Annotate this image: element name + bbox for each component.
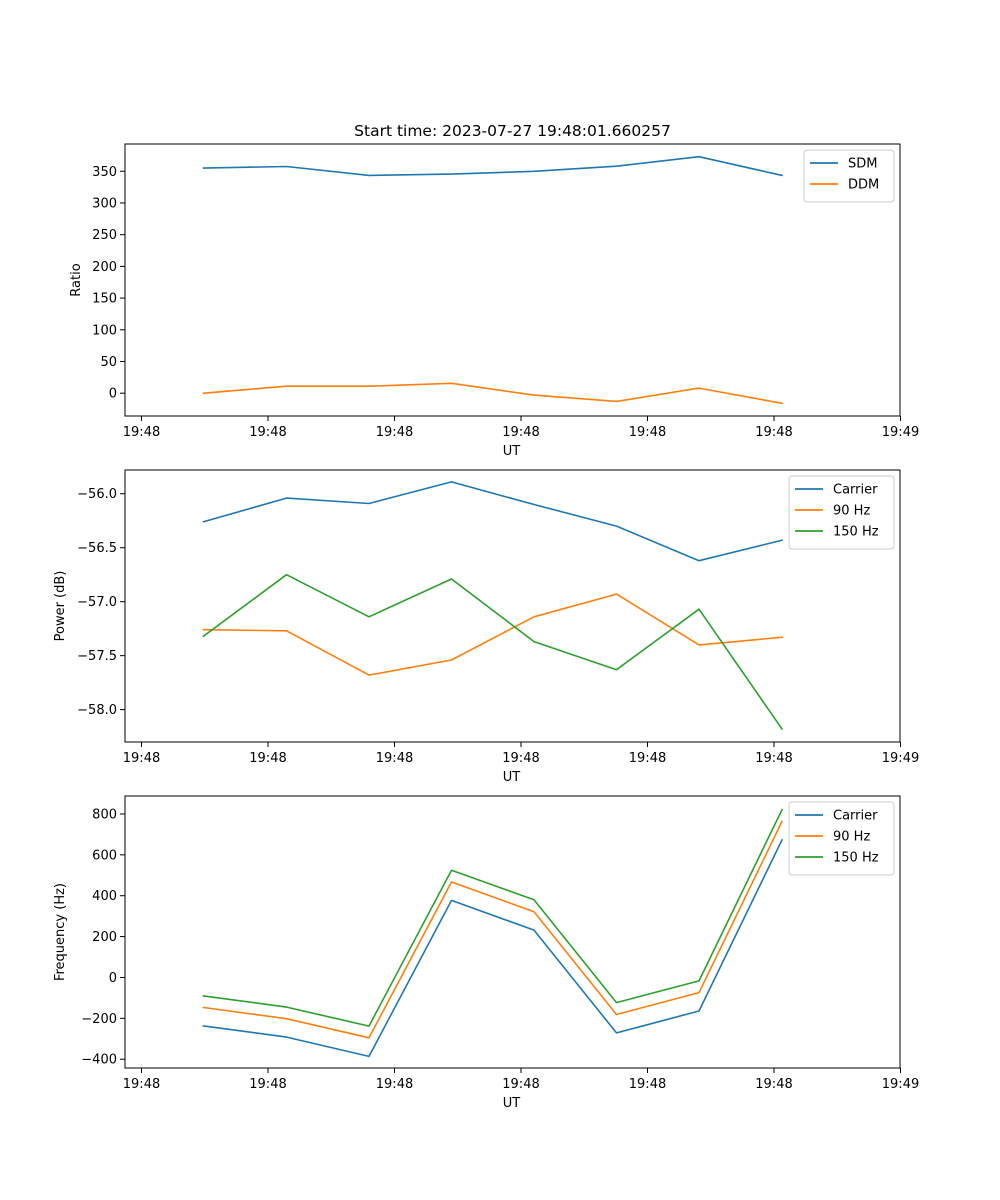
- y-tick-label: −56.0: [77, 487, 117, 502]
- x-tick-label: 19:48: [376, 425, 413, 440]
- y-tick-label: 200: [92, 930, 117, 945]
- y-tick-label: −57.0: [77, 595, 117, 610]
- legend-entry-label: SDM: [848, 157, 877, 172]
- x-tick-label: 19:48: [249, 751, 286, 766]
- y-tick-label: 250: [92, 228, 117, 243]
- legend-entry-label: 90 Hz: [833, 504, 870, 519]
- x-tick-label: 19:48: [376, 1077, 413, 1092]
- axes-frame: [124, 469, 901, 743]
- series-line-carrier: [202, 838, 784, 1058]
- y-tick-label: 50: [100, 355, 117, 370]
- y-tick-label: −58.0: [77, 703, 117, 718]
- y-tick-label: −400: [81, 1053, 117, 1068]
- y-tick-label: 200: [92, 260, 117, 275]
- y-tick-label: 150: [92, 292, 117, 307]
- y-tick-label: 300: [92, 196, 117, 211]
- axes-frame: [124, 143, 901, 417]
- x-axis-label: UT: [503, 770, 521, 785]
- series-line-90-hz: [202, 593, 783, 676]
- x-tick-label: 19:48: [502, 751, 539, 766]
- legend-entry-label: Carrier: [833, 483, 878, 498]
- y-tick-label: 100: [92, 323, 117, 338]
- x-tick-label: 19:48: [123, 751, 160, 766]
- y-axis-label: Power (dB): [53, 571, 68, 642]
- legend: Carrier 90 Hz 150 Hz: [788, 801, 895, 876]
- legend-entry-label: 150 Hz: [833, 525, 879, 540]
- x-axis-label: UT: [503, 1096, 521, 1111]
- panel-3: −400 −200 0 200 400 600 800 19:48 19:48 19:48 19:4…: [53, 795, 919, 1111]
- series-line-90-hz: [202, 820, 784, 1039]
- x-tick-label: 19:48: [629, 425, 666, 440]
- legend-entry-label: DDM: [848, 178, 879, 193]
- x-tick-label: 19:49: [882, 1077, 919, 1092]
- x-tick-label: 19:48: [629, 751, 666, 766]
- legend-entry-label: Carrier: [833, 809, 878, 824]
- y-axis-label: Frequency (Hz): [53, 883, 68, 981]
- series-line-ddm: [202, 382, 783, 405]
- chart-title: Start time: 2023-07-27 19:48:01.660257: [354, 122, 671, 140]
- x-tick-label: 19:48: [755, 751, 792, 766]
- y-tick-label: −200: [81, 1012, 117, 1027]
- y-tick-label: 0: [109, 387, 117, 402]
- x-tick-label: 19:48: [249, 1077, 286, 1092]
- series-line-sdm: [202, 155, 783, 177]
- legend: Carrier 90 Hz 150 Hz: [788, 475, 895, 550]
- y-tick-label: −57.5: [77, 649, 117, 664]
- series-line-150-hz: [202, 573, 784, 731]
- legend: SDM DDM: [803, 149, 895, 203]
- legend-entry-label: 150 Hz: [833, 851, 879, 866]
- x-tick-label: 19:48: [755, 1077, 792, 1092]
- series-line-carrier: [202, 481, 783, 562]
- x-tick-label: 19:48: [249, 425, 286, 440]
- y-tick-label: 400: [92, 889, 117, 904]
- y-tick-label: 600: [92, 848, 117, 863]
- y-axis-label: Ratio: [69, 263, 84, 296]
- x-tick-label: 19:48: [755, 425, 792, 440]
- legend-entry-label: 90 Hz: [833, 830, 870, 845]
- x-tick-label: 19:48: [502, 425, 539, 440]
- x-tick-label: 19:48: [376, 751, 413, 766]
- y-tick-label: −56.5: [77, 541, 117, 556]
- y-tick-label: 350: [92, 165, 117, 180]
- x-tick-label: 19:48: [123, 425, 160, 440]
- x-tick-label: 19:49: [882, 751, 919, 766]
- y-tick-label: 0: [109, 971, 117, 986]
- x-tick-label: 19:48: [629, 1077, 666, 1092]
- series-line-150-hz: [202, 808, 784, 1027]
- x-tick-label: 19:48: [502, 1077, 539, 1092]
- x-tick-label: 19:48: [123, 1077, 160, 1092]
- x-tick-label: 19:49: [882, 425, 919, 440]
- x-axis-label: UT: [503, 444, 521, 459]
- panel-1: 0 50 100 150 200 250 300 350 19:48 19:48 19:48 19:4…: [69, 122, 919, 459]
- y-tick-label: 800: [92, 807, 117, 822]
- axes-frame: [124, 795, 901, 1069]
- panel-2: −58.0 −57.5 −57.0 −56.5 −56.0 19:48 19:48 19:48…: [53, 469, 919, 785]
